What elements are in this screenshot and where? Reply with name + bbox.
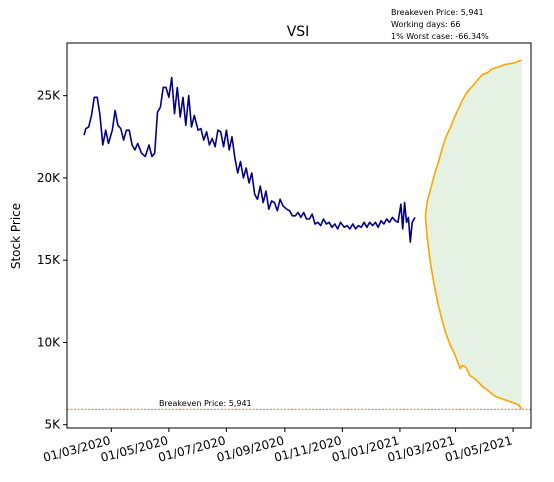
projection-lower-line xyxy=(424,215,523,410)
chart-title: VSI xyxy=(287,24,310,40)
x-axis: 01/03/202001/05/202001/07/202001/09/2020… xyxy=(42,428,514,465)
info-breakeven: Breakeven Price: 5,941 xyxy=(391,8,484,17)
projection-upper-line xyxy=(424,59,522,216)
breakeven-label: Breakeven Price: 5,941 xyxy=(159,399,252,408)
info-working-days: Working days: 66 xyxy=(391,20,461,29)
y-axis: 5K 10K 15K 20K 25K xyxy=(37,89,67,432)
info-worst-case: 1% Worst case: -66.34% xyxy=(391,32,489,41)
price-history-line xyxy=(83,76,416,243)
projection-band xyxy=(425,60,522,410)
series-layer xyxy=(83,59,523,410)
x-tick-label: 01/05/2021 xyxy=(443,433,513,464)
y-tick-label: 15K xyxy=(37,253,61,267)
confidence-band-layer xyxy=(425,60,522,410)
y-tick-label: 25K xyxy=(37,89,61,103)
y-tick-label: 10K xyxy=(37,335,61,349)
y-tick-label: 20K xyxy=(37,171,61,185)
y-tick-label: 5K xyxy=(44,418,61,432)
plot-frame xyxy=(66,42,532,429)
breakeven-layer: Breakeven Price: 5,941 xyxy=(67,399,531,410)
y-axis-label: Stock Price xyxy=(9,203,23,269)
